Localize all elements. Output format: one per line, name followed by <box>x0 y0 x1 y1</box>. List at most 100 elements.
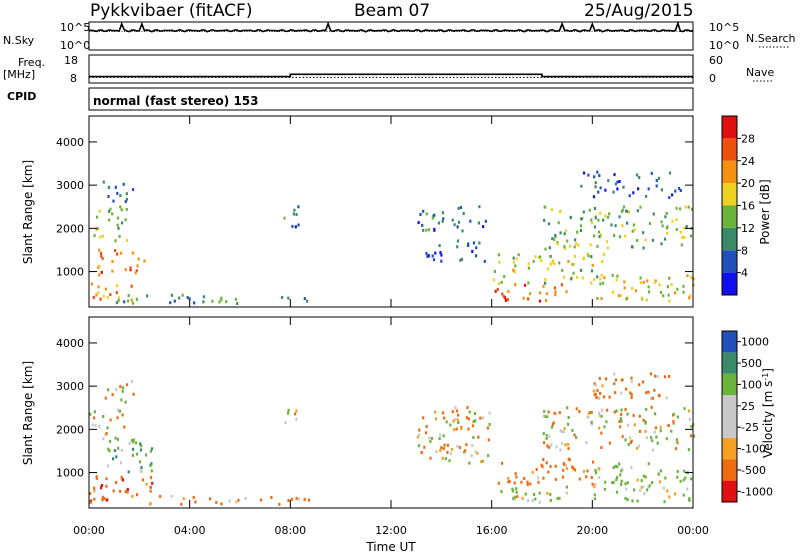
heatmap-cell <box>550 443 553 447</box>
colorbar-swatch <box>722 227 737 251</box>
heatmap-cell <box>558 496 561 500</box>
heatmap-cell <box>457 220 461 224</box>
x-tick-label: 12:00 <box>375 524 407 537</box>
heatmap-cell <box>615 409 618 413</box>
heatmap-cell <box>676 475 679 479</box>
heatmap-cell <box>567 442 570 446</box>
heatmap-cell <box>556 242 559 246</box>
heatmap-cell <box>466 406 469 410</box>
heatmap-cell <box>618 462 621 466</box>
colorbar-tick-label: 8 <box>741 244 748 257</box>
heatmap-cell <box>626 423 630 427</box>
heatmap-cell <box>220 296 223 300</box>
heatmap-cell <box>126 487 129 491</box>
power-colorbar-label: Power [dB] <box>758 179 772 244</box>
heatmap-cell <box>569 215 572 219</box>
heatmap-cell <box>484 219 487 223</box>
heatmap-cell <box>426 255 429 258</box>
heatmap-cell <box>150 469 153 473</box>
heatmap-cell <box>600 446 603 450</box>
heatmap-cell <box>139 448 143 452</box>
heatmap-cell <box>554 290 557 294</box>
heatmap-cell <box>444 457 447 461</box>
heatmap-cell <box>611 273 614 277</box>
velocity-ylabel: Slant Range [km] <box>21 361 35 465</box>
heatmap-cell <box>606 215 610 219</box>
heatmap-cell <box>104 287 108 291</box>
heatmap-cell <box>644 475 647 479</box>
heatmap-cell <box>690 207 693 211</box>
heatmap-cell <box>480 460 483 464</box>
heatmap-cell <box>683 407 686 411</box>
heatmap-cell <box>130 380 133 383</box>
heatmap-cell <box>472 436 475 439</box>
heatmap-cell <box>123 300 126 304</box>
heatmap-cell <box>90 282 93 286</box>
heatmap-cell <box>464 449 467 453</box>
heatmap-cell <box>596 244 599 248</box>
heatmap-cell <box>188 297 191 301</box>
heatmap-cell <box>614 464 617 468</box>
heatmap-cell <box>594 482 597 486</box>
colorbar-swatch <box>722 352 737 374</box>
heatmap-cell <box>638 383 641 387</box>
heatmap-cell <box>297 497 300 501</box>
heatmap-cell <box>106 464 109 468</box>
heatmap-cell <box>486 426 489 430</box>
heatmap-cell <box>644 429 647 433</box>
heatmap-cell <box>632 223 635 227</box>
heatmap-cell <box>109 207 112 211</box>
heatmap-cell <box>457 421 460 424</box>
heatmap-cell <box>113 449 117 453</box>
heatmap-cell <box>149 502 152 506</box>
heatmap-cell <box>437 221 440 225</box>
heatmap-cell <box>615 278 618 282</box>
colorbar-tick-label: 500 <box>741 357 762 370</box>
x-tick-label: 04:00 <box>174 524 206 537</box>
heatmap-cell <box>558 411 561 415</box>
heatmap-cell <box>625 487 628 491</box>
heatmap-cell <box>642 246 645 250</box>
heatmap-cell <box>109 418 112 422</box>
heatmap-cell <box>615 478 618 482</box>
heatmap-cell <box>648 484 651 488</box>
heatmap-cell <box>659 290 662 294</box>
x-tick-label: 20:00 <box>576 524 608 537</box>
heatmap-cell <box>114 249 117 252</box>
heatmap-cell <box>545 299 548 302</box>
heatmap-cell <box>433 213 436 217</box>
freq-panel-frame <box>88 54 694 84</box>
heatmap-cell <box>102 437 105 441</box>
colorbar-swatch <box>722 250 737 273</box>
heatmap-cell <box>657 394 660 398</box>
heatmap-cell <box>562 468 565 472</box>
heatmap-cell <box>612 190 615 194</box>
heatmap-cell <box>542 458 545 461</box>
heatmap-cell <box>613 173 616 177</box>
heatmap-cell <box>551 237 554 241</box>
y-tick-label: 3000 <box>56 179 84 192</box>
heatmap-cell <box>111 269 114 273</box>
heatmap-cell <box>673 291 677 295</box>
heatmap-cell <box>668 495 671 499</box>
heatmap-cell <box>666 489 669 493</box>
heatmap-cell <box>429 456 432 460</box>
heatmap-cell <box>500 490 503 494</box>
heatmap-cell <box>434 410 437 414</box>
heatmap-cell <box>598 396 601 400</box>
heatmap-cell <box>429 440 432 443</box>
heatmap-cell <box>506 298 509 302</box>
colorbar-tick-label: 12 <box>741 222 755 235</box>
heatmap-cell <box>632 413 635 417</box>
heatmap-cell <box>132 438 135 442</box>
heatmap-cell <box>287 408 290 412</box>
heatmap-cell <box>456 444 459 448</box>
power-colorbar: 4 8 12 16 20 24 28 <box>721 115 755 296</box>
heatmap-cell <box>589 411 592 414</box>
heatmap-cell <box>596 296 599 300</box>
heatmap-cell <box>598 411 601 415</box>
heatmap-cell <box>498 260 501 264</box>
heatmap-cell <box>417 221 420 225</box>
heatmap-cell <box>460 257 463 261</box>
heatmap-cell <box>630 380 633 384</box>
